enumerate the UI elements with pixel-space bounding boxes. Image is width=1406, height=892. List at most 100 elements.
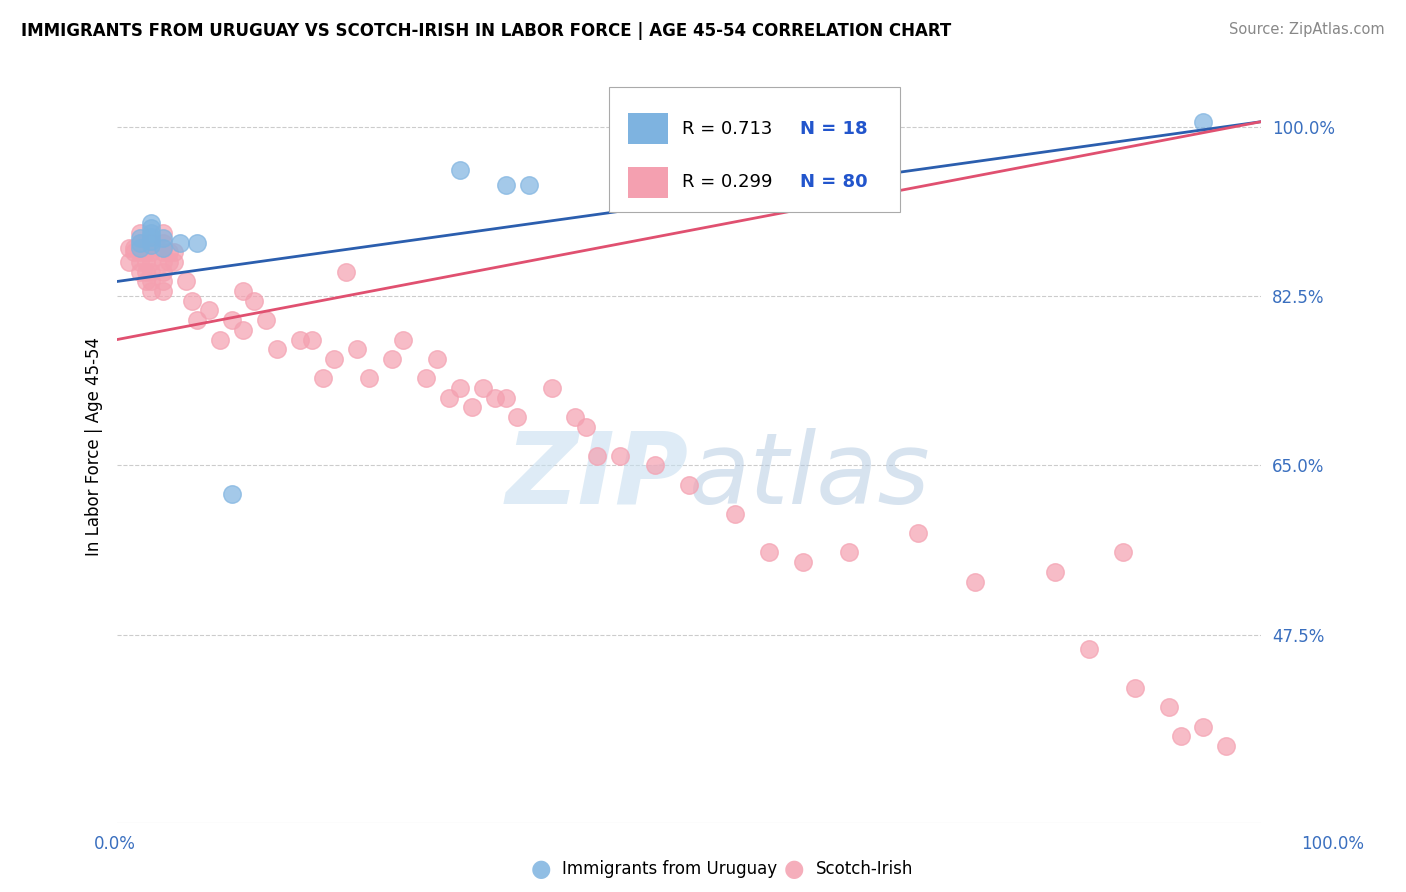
Point <box>312 371 335 385</box>
Text: Source: ZipAtlas.com: Source: ZipAtlas.com <box>1229 22 1385 37</box>
Point <box>129 265 152 279</box>
Point <box>129 255 152 269</box>
Point <box>129 231 152 245</box>
Text: ●: ● <box>531 857 551 880</box>
Point <box>232 284 254 298</box>
Text: IMMIGRANTS FROM URUGUAY VS SCOTCH-IRISH IN LABOR FORCE | AGE 45-54 CORRELATION C: IMMIGRANTS FROM URUGUAY VS SCOTCH-IRISH … <box>21 22 952 40</box>
Point <box>141 230 163 244</box>
Point <box>221 487 243 501</box>
Point <box>678 477 700 491</box>
Point <box>1192 114 1215 128</box>
Point <box>141 216 163 230</box>
Point <box>117 255 139 269</box>
Point <box>609 449 631 463</box>
Point <box>243 293 266 308</box>
Point <box>540 381 562 395</box>
Point <box>792 555 814 569</box>
Point <box>564 409 586 424</box>
Point <box>135 275 157 289</box>
FancyBboxPatch shape <box>609 87 900 212</box>
Point <box>141 226 163 240</box>
Point <box>141 284 163 298</box>
Point <box>323 351 346 366</box>
Point <box>1078 642 1101 657</box>
Point <box>141 275 163 289</box>
Point <box>758 545 780 559</box>
Bar <box>628 167 668 198</box>
Point <box>266 342 288 356</box>
Point <box>1215 739 1237 753</box>
Point <box>135 265 157 279</box>
Point <box>129 226 152 240</box>
Point <box>357 371 380 385</box>
Point <box>1112 545 1135 559</box>
Point <box>129 235 152 250</box>
Point <box>460 401 482 415</box>
Text: Immigrants from Uruguay: Immigrants from Uruguay <box>562 860 778 878</box>
Point <box>301 333 323 347</box>
Point <box>963 574 986 589</box>
Point <box>180 293 202 308</box>
Point <box>495 178 517 192</box>
Point <box>141 265 163 279</box>
Point <box>381 351 404 366</box>
Point <box>415 371 437 385</box>
Point <box>346 342 368 356</box>
Point <box>117 241 139 255</box>
Point <box>152 241 174 255</box>
Point <box>141 237 163 252</box>
Point <box>141 235 163 250</box>
Point <box>644 458 666 473</box>
Point <box>135 245 157 260</box>
Point <box>426 351 449 366</box>
Point <box>472 381 495 395</box>
Point <box>506 409 529 424</box>
Point <box>141 255 163 269</box>
Point <box>232 323 254 337</box>
Point <box>335 265 357 279</box>
Y-axis label: In Labor Force | Age 45-54: In Labor Force | Age 45-54 <box>86 336 103 556</box>
Point <box>907 526 929 541</box>
Text: Scotch-Irish: Scotch-Irish <box>815 860 912 878</box>
Point <box>209 333 232 347</box>
Text: 0.0%: 0.0% <box>94 835 136 853</box>
Point <box>152 231 174 245</box>
Point <box>129 241 152 255</box>
Point <box>157 255 180 269</box>
Point <box>152 284 174 298</box>
Point <box>288 333 311 347</box>
Point <box>152 235 174 250</box>
Text: R = 0.299: R = 0.299 <box>682 173 772 192</box>
Point <box>221 313 243 327</box>
Point <box>197 303 219 318</box>
Point <box>152 275 174 289</box>
Point <box>152 255 174 269</box>
Point <box>124 241 146 255</box>
Text: ●: ● <box>785 857 804 880</box>
Point <box>392 333 415 347</box>
Point <box>129 235 152 250</box>
Point <box>449 163 471 178</box>
Point <box>575 419 598 434</box>
Text: N = 80: N = 80 <box>800 173 868 192</box>
Point <box>141 234 163 248</box>
Point <box>174 275 197 289</box>
Text: R = 0.713: R = 0.713 <box>682 120 772 137</box>
Point <box>838 545 860 559</box>
Text: ZIP: ZIP <box>506 427 689 524</box>
Point <box>437 391 460 405</box>
Point <box>517 178 540 192</box>
Point <box>586 449 609 463</box>
Point <box>254 313 277 327</box>
Text: N = 18: N = 18 <box>800 120 868 137</box>
Point <box>1159 700 1181 714</box>
Point <box>484 391 506 405</box>
Point <box>141 245 163 260</box>
Point <box>1043 565 1066 579</box>
Point <box>186 235 208 250</box>
Point <box>141 221 163 235</box>
Point <box>1170 730 1192 744</box>
Point <box>157 245 180 260</box>
Point <box>1123 681 1146 695</box>
Point <box>152 245 174 260</box>
